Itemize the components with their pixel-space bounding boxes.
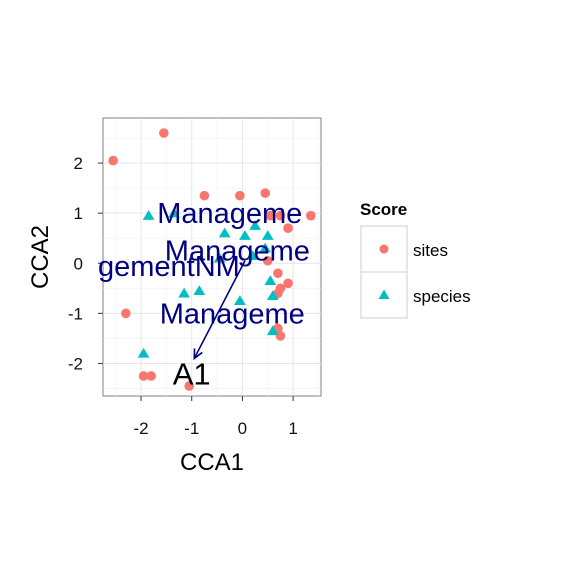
site-point bbox=[260, 188, 271, 198]
y-tick-label: 1 bbox=[74, 204, 83, 223]
grid bbox=[103, 118, 321, 396]
site-point bbox=[262, 255, 273, 266]
species-point bbox=[137, 347, 150, 358]
site-point bbox=[199, 190, 210, 201]
y-tick-label: 0 bbox=[74, 254, 83, 273]
site-point bbox=[273, 268, 283, 279]
arrow-label: A1 bbox=[173, 356, 211, 391]
species-point bbox=[218, 227, 231, 238]
site-point bbox=[159, 128, 169, 138]
site-point bbox=[265, 210, 276, 221]
biplot-label: Manageme bbox=[157, 198, 302, 230]
biplot-arrows bbox=[193, 260, 246, 361]
legend-label-species: species bbox=[413, 287, 471, 306]
site-point bbox=[138, 371, 149, 381]
species-point bbox=[259, 242, 272, 253]
x-tick-label: 1 bbox=[288, 419, 297, 438]
x-axis-ticks: -2 -1 0 1 bbox=[133, 396, 298, 438]
x-tick-label: -1 bbox=[184, 419, 199, 438]
species-point bbox=[249, 220, 261, 230]
site-point bbox=[146, 371, 156, 381]
species-point bbox=[246, 250, 259, 260]
site-point bbox=[283, 278, 293, 289]
plot-panel bbox=[102, 117, 322, 397]
site-point bbox=[184, 381, 194, 391]
species-point bbox=[213, 252, 226, 263]
species-point bbox=[264, 275, 277, 285]
species-point bbox=[234, 295, 246, 306]
legend: Score sites species bbox=[360, 200, 471, 319]
species-point bbox=[261, 230, 274, 240]
species-point bbox=[266, 325, 279, 336]
y-tick-label: -1 bbox=[68, 304, 83, 323]
legend-label-sites: sites bbox=[413, 241, 448, 260]
site-point bbox=[306, 210, 316, 221]
species-point bbox=[178, 287, 190, 298]
y-axis-title: CCA2 bbox=[27, 225, 54, 289]
biplot-label: Manageme bbox=[165, 236, 310, 268]
site-point bbox=[275, 210, 286, 221]
x-tick-label: 0 bbox=[238, 419, 247, 438]
biplot-arrow-line bbox=[193, 260, 246, 359]
biplot-arrow-head bbox=[193, 348, 203, 361]
biplot-label: Manageme bbox=[160, 298, 305, 330]
site-point bbox=[108, 155, 118, 166]
species-point bbox=[193, 285, 206, 296]
biplot-label: gementNM bbox=[98, 251, 240, 283]
legend-species-symbol bbox=[378, 289, 390, 299]
y-tick-label: -2 bbox=[68, 354, 83, 373]
data-points bbox=[108, 128, 316, 391]
site-point bbox=[121, 308, 131, 319]
species-point bbox=[239, 230, 251, 240]
species-point bbox=[142, 210, 155, 220]
legend-sites-symbol bbox=[379, 244, 389, 254]
x-axis-title: CCA1 bbox=[180, 449, 244, 476]
species-point bbox=[266, 290, 279, 301]
x-tick-label: -2 bbox=[133, 419, 148, 438]
y-tick-label: 2 bbox=[74, 154, 83, 173]
y-axis-ticks: -2 -1 0 1 2 bbox=[68, 154, 103, 373]
legend-title: Score bbox=[360, 200, 407, 219]
site-point bbox=[235, 190, 245, 201]
species-point bbox=[168, 207, 180, 218]
site-point bbox=[275, 331, 286, 341]
site-point bbox=[283, 223, 293, 233]
